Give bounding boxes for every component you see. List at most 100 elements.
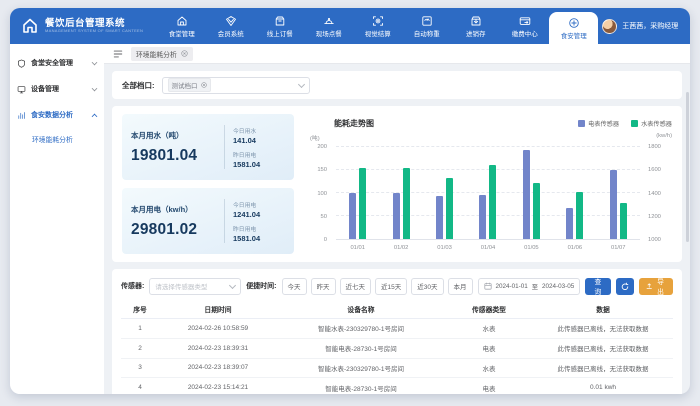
bar-groups: [336, 147, 640, 239]
bar-水表传感器-01/04[interactable]: [489, 165, 496, 239]
right-tick-1400: 1400: [648, 191, 661, 197]
bar-group-01/07: [597, 147, 640, 239]
left-tick-200: 200: [317, 144, 327, 150]
nav-item-4[interactable]: 现场点餐: [304, 8, 353, 44]
stall-filter-label: 全部档口:: [122, 80, 155, 91]
collapse-sidebar-icon[interactable]: [113, 49, 123, 59]
stall-select[interactable]: 测试档口: [162, 77, 310, 94]
legend-swatch: [631, 120, 638, 127]
bar-电表传感器-01/02[interactable]: [393, 193, 400, 239]
bar-电表传感器-01/05[interactable]: [523, 150, 530, 239]
stall-filter-card: 全部档口: 测试档口: [112, 71, 682, 99]
stat-sub: 今日用水141.04: [233, 126, 285, 145]
refresh-button[interactable]: [616, 278, 634, 295]
stat-sub-label: 昨日用电: [233, 150, 285, 159]
nav-item-5[interactable]: 视觉结算: [353, 8, 402, 44]
nav-item-label: 食安管理: [561, 30, 587, 40]
right-tick-1800: 1800: [648, 144, 661, 150]
x-tick-01/06: 01/06: [553, 242, 596, 254]
vertical-scrollbar[interactable]: [686, 92, 689, 242]
member-badge-icon: [225, 14, 237, 26]
stat-sub-value: 1581.04: [233, 234, 285, 243]
bar-电表传感器-01/07[interactable]: [610, 170, 617, 239]
nav-item-6[interactable]: 自动称重: [402, 8, 451, 44]
bar-水表传感器-01/06[interactable]: [576, 192, 583, 239]
bar-电表传感器-01/01[interactable]: [349, 193, 356, 239]
quick-button-近30天[interactable]: 近30天: [411, 278, 443, 295]
table-row[interactable]: 12024-02-26 10:58:59智能水表-230329780-1号房间水…: [121, 319, 673, 339]
nav-item-2[interactable]: 会员系统: [206, 8, 255, 44]
quick-button-今天[interactable]: 今天: [282, 278, 307, 295]
date-end[interactable]: 2024-03-05: [542, 283, 574, 290]
sidebar-item-1[interactable]: 食堂安全管理: [10, 50, 104, 76]
right-tick-1000: 1000: [648, 237, 661, 243]
sensor-type-select[interactable]: 请选择传感器类型: [149, 278, 241, 295]
nav-item-7[interactable]: 进销存: [451, 8, 500, 44]
legend-label: 电表传感器: [588, 119, 619, 128]
stat-sub: 昨日用电1581.04: [233, 150, 285, 169]
quick-button-本月[interactable]: 本月: [448, 278, 473, 295]
table-row[interactable]: 32024-02-23 18:39:07智能水表-230329780-1号房间水…: [121, 358, 673, 378]
quick-button-昨天[interactable]: 昨天: [311, 278, 336, 295]
x-axis-ticks: 01/0101/0201/0301/0401/0501/0601/07: [336, 242, 640, 254]
stat-main: 本月用电（kw/h）29801.02: [131, 204, 216, 239]
nav-item-9[interactable]: 食安管理: [549, 12, 598, 44]
nav-item-3[interactable]: 线上订餐: [255, 8, 304, 44]
quick-button-近七天[interactable]: 近七天: [340, 278, 372, 295]
nav-item-1[interactable]: 食堂管理: [157, 8, 206, 44]
table-cell: 电表: [445, 378, 533, 394]
kebab-menu-icon[interactable]: ⋮: [683, 21, 690, 32]
sidebar-subitem-环境能耗分析[interactable]: 环境能耗分析: [10, 128, 104, 150]
left-axis-ticks: 050100150200: [308, 147, 332, 240]
chevron-down-icon: [92, 85, 98, 91]
bar-电表传感器-01/04[interactable]: [479, 195, 486, 239]
bar-group-01/06: [553, 147, 596, 239]
quick-button-近15天[interactable]: 近15天: [375, 278, 407, 295]
sidebar-item-label: 食安数据分析: [31, 110, 87, 120]
right-tick-1200: 1200: [648, 214, 661, 220]
chevron-down-icon: [229, 281, 236, 288]
bar-水表传感器-01/01[interactable]: [359, 168, 366, 239]
table-row[interactable]: 22024-02-23 18:39:31智能电表-28730-1号房间电表此传感…: [121, 338, 673, 358]
date-range-picker[interactable]: 2024-01-01 至 2024-03-05: [478, 278, 581, 295]
right-axis-ticks: 10001200140016001800: [644, 147, 672, 240]
search-button-label: 查询: [592, 276, 603, 296]
table-cell: 2: [121, 338, 159, 358]
x-tick-01/04: 01/04: [466, 242, 509, 254]
bar-电表传感器-01/03[interactable]: [436, 196, 443, 239]
export-button[interactable]: 导出: [639, 278, 673, 295]
inventory-icon: [470, 14, 482, 26]
stat-card-2: 本月用电（kw/h）29801.02今日用电1241.04昨日用电1581.04: [122, 188, 294, 254]
tab-close-icon[interactable]: [181, 50, 188, 57]
bar-水表传感器-01/03[interactable]: [446, 178, 453, 239]
bar-水表传感器-01/02[interactable]: [403, 168, 410, 239]
calendar-icon: [484, 282, 492, 290]
sidebar-item-2[interactable]: 设备管理: [10, 76, 104, 102]
date-start[interactable]: 2024-01-01: [496, 283, 528, 290]
bar-group-01/04: [466, 147, 509, 239]
legend-item-水表传感器[interactable]: 水表传感器: [631, 119, 672, 128]
sensor-filter-label: 传感器:: [121, 281, 144, 291]
stat-sub-value: 141.04: [233, 136, 285, 145]
user-name: 王茜茜，采购经理: [622, 21, 678, 31]
sidebar-item-3[interactable]: 食安数据分析: [10, 102, 104, 128]
stall-tag-label: 测试档口: [172, 80, 198, 90]
legend-item-电表传感器[interactable]: 电表传感器: [578, 119, 619, 128]
table-header-日期时间: 日期时间: [159, 300, 277, 319]
bar-电表传感器-01/06[interactable]: [566, 208, 573, 239]
tab-environment-energy[interactable]: 环境能耗分析: [131, 47, 193, 61]
avatar[interactable]: [602, 19, 617, 34]
x-tick-01/05: 01/05: [510, 242, 553, 254]
top-navbar: 餐饮后台管理系统 MANAGEMENT SYSTEM OF SMART CANT…: [10, 8, 690, 44]
nav-item-8[interactable]: 缴费中心: [500, 8, 549, 44]
bar-水表传感器-01/05[interactable]: [533, 183, 540, 239]
tag-close-icon[interactable]: [201, 82, 207, 88]
table-row[interactable]: 42024-02-23 15:14:21智能电表-28730-1号房间电表0.0…: [121, 378, 673, 394]
nav-item-label: 视觉结算: [365, 28, 391, 38]
bar-水表传感器-01/07[interactable]: [620, 203, 627, 239]
dashboard-card: 本月用水（吨）19801.04今日用水141.04昨日用电1581.04本月用电…: [112, 106, 682, 262]
table-cell: 智能电表-28730-1号房间: [277, 378, 445, 394]
search-button[interactable]: 查询: [585, 278, 610, 295]
table-cell: 电表: [445, 338, 533, 358]
app-window: 餐饮后台管理系统 MANAGEMENT SYSTEM OF SMART CANT…: [10, 8, 690, 394]
